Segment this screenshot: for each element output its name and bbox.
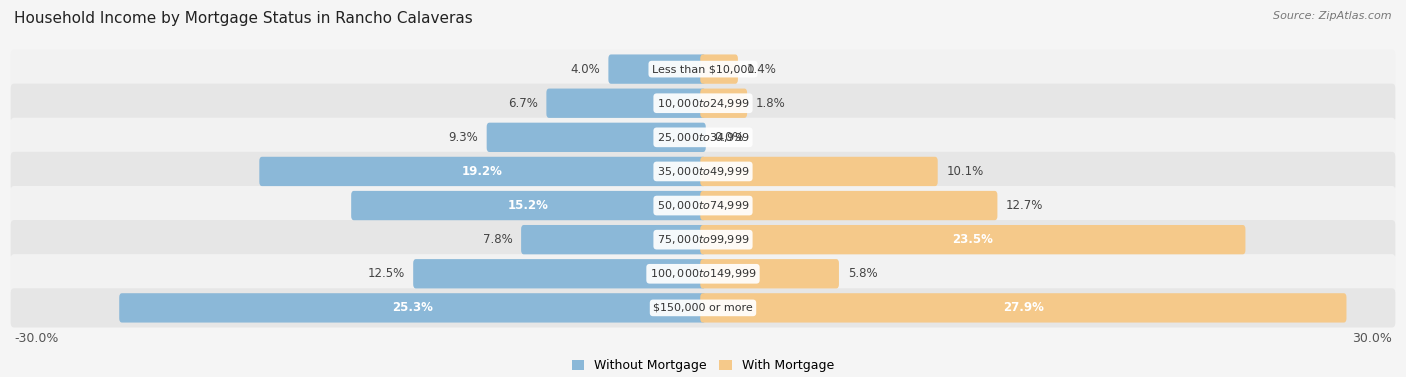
Text: Source: ZipAtlas.com: Source: ZipAtlas.com [1274, 11, 1392, 21]
Text: $50,000 to $74,999: $50,000 to $74,999 [657, 199, 749, 212]
Text: 15.2%: 15.2% [508, 199, 548, 212]
Text: 6.7%: 6.7% [508, 97, 537, 110]
FancyBboxPatch shape [11, 220, 1395, 259]
Text: 1.4%: 1.4% [747, 63, 776, 76]
FancyBboxPatch shape [522, 225, 706, 254]
Text: $150,000 or more: $150,000 or more [654, 303, 752, 313]
FancyBboxPatch shape [700, 225, 1246, 254]
FancyBboxPatch shape [11, 49, 1395, 89]
FancyBboxPatch shape [11, 186, 1395, 225]
FancyBboxPatch shape [11, 152, 1395, 191]
FancyBboxPatch shape [352, 191, 706, 220]
Text: 5.8%: 5.8% [848, 267, 877, 280]
Text: 4.0%: 4.0% [569, 63, 599, 76]
FancyBboxPatch shape [700, 293, 1347, 323]
FancyBboxPatch shape [700, 157, 938, 186]
Text: 12.7%: 12.7% [1007, 199, 1043, 212]
Text: 30.0%: 30.0% [1353, 333, 1392, 345]
Text: 7.8%: 7.8% [482, 233, 512, 246]
Text: $75,000 to $99,999: $75,000 to $99,999 [657, 233, 749, 246]
FancyBboxPatch shape [700, 54, 738, 84]
FancyBboxPatch shape [486, 123, 706, 152]
Text: 9.3%: 9.3% [449, 131, 478, 144]
Text: 10.1%: 10.1% [946, 165, 984, 178]
Text: $10,000 to $24,999: $10,000 to $24,999 [657, 97, 749, 110]
FancyBboxPatch shape [120, 293, 706, 323]
Text: 19.2%: 19.2% [463, 165, 503, 178]
FancyBboxPatch shape [609, 54, 706, 84]
FancyBboxPatch shape [259, 157, 706, 186]
FancyBboxPatch shape [413, 259, 706, 288]
Text: $35,000 to $49,999: $35,000 to $49,999 [657, 165, 749, 178]
FancyBboxPatch shape [700, 89, 747, 118]
Text: Household Income by Mortgage Status in Rancho Calaveras: Household Income by Mortgage Status in R… [14, 11, 472, 26]
Text: 1.8%: 1.8% [756, 97, 786, 110]
Text: 23.5%: 23.5% [952, 233, 993, 246]
Text: -30.0%: -30.0% [14, 333, 59, 345]
FancyBboxPatch shape [700, 191, 997, 220]
Text: 25.3%: 25.3% [392, 301, 433, 314]
FancyBboxPatch shape [11, 118, 1395, 157]
FancyBboxPatch shape [11, 84, 1395, 123]
Text: $100,000 to $149,999: $100,000 to $149,999 [650, 267, 756, 280]
FancyBboxPatch shape [700, 259, 839, 288]
Text: Less than $10,000: Less than $10,000 [652, 64, 754, 74]
Legend: Without Mortgage, With Mortgage: Without Mortgage, With Mortgage [567, 354, 839, 377]
FancyBboxPatch shape [547, 89, 706, 118]
FancyBboxPatch shape [11, 254, 1395, 293]
Text: 0.0%: 0.0% [714, 131, 744, 144]
Text: 12.5%: 12.5% [367, 267, 405, 280]
Text: $25,000 to $34,999: $25,000 to $34,999 [657, 131, 749, 144]
FancyBboxPatch shape [11, 288, 1395, 328]
Text: 27.9%: 27.9% [1002, 301, 1043, 314]
